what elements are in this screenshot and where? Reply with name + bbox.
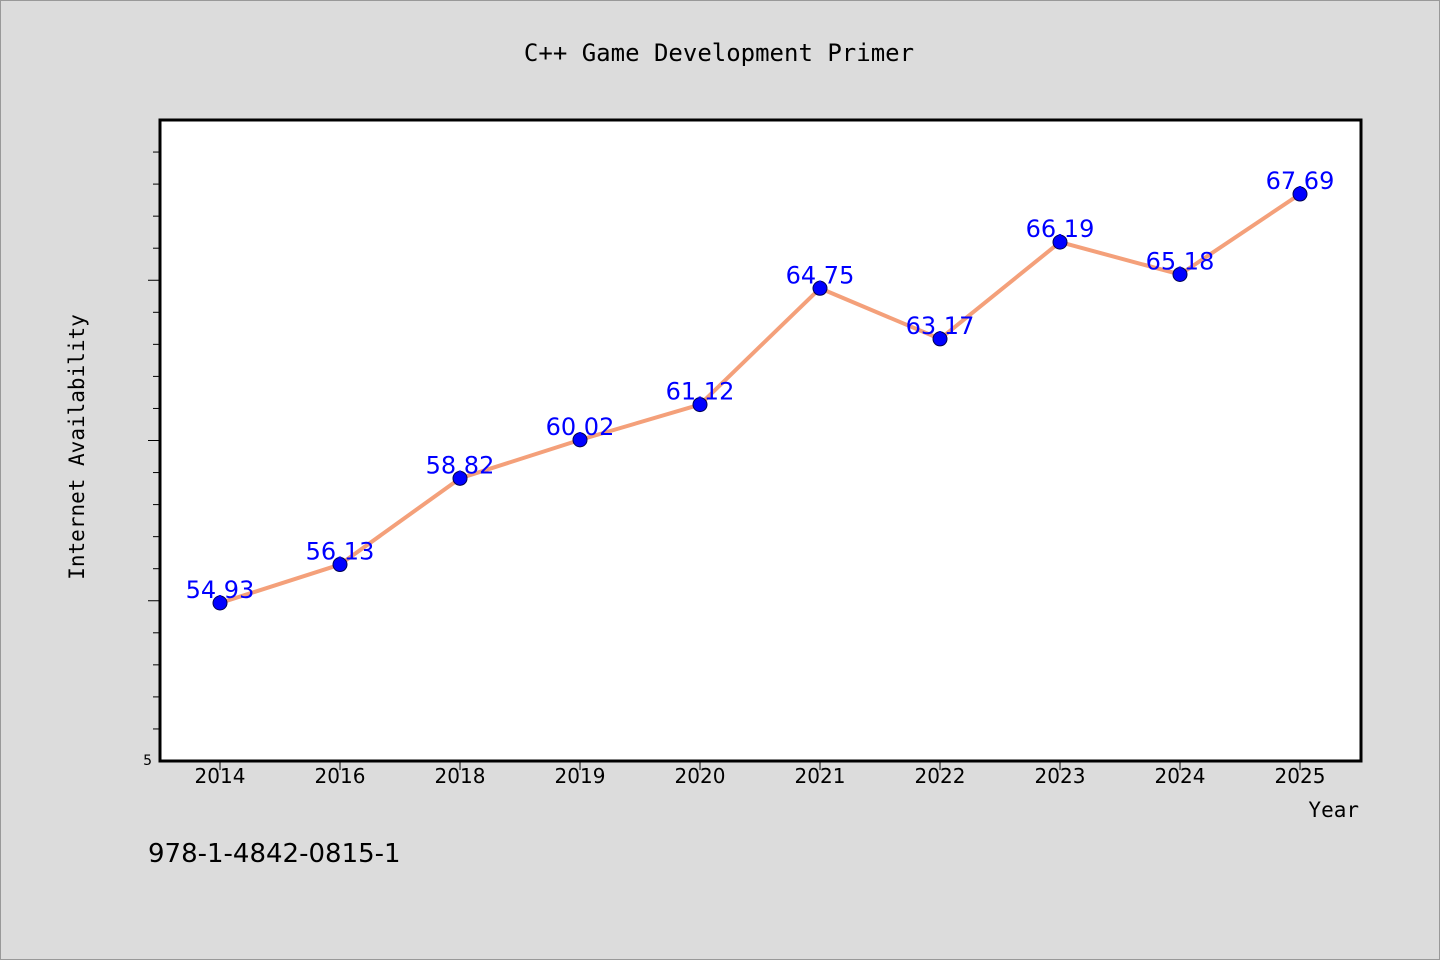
- data-point: [212, 595, 228, 611]
- data-point: [332, 557, 348, 573]
- y-tick-label: 5: [143, 753, 152, 769]
- x-tick-label: 2020: [675, 764, 726, 788]
- data-label: 67.69: [1266, 167, 1335, 195]
- data-point: [452, 470, 468, 486]
- x-tick-label: 2019: [555, 764, 606, 788]
- data-label: 54.93: [186, 576, 255, 604]
- data-point: [692, 397, 708, 413]
- x-tick-label: 2021: [795, 764, 846, 788]
- y-axis-ticks: [148, 151, 160, 730]
- data-label: 65.18: [1146, 247, 1215, 275]
- x-tick-label: 2022: [915, 764, 966, 788]
- x-tick-label: 2016: [315, 764, 366, 788]
- data-point: [932, 331, 948, 347]
- x-tick-label: 2025: [1275, 764, 1326, 788]
- x-tick-label: 2014: [195, 764, 246, 788]
- series-line: [219, 192, 1302, 605]
- data-labels-group: 54.93 56.13 58.82 60.02 61.12 64.75 63.17 66.19…: [186, 167, 1335, 604]
- chart-title: C++ Game Development Primer: [524, 39, 914, 67]
- x-axis-ticks: 2014 2016 2018 2019 2020 2021 2022 2023 2024 2025: [195, 761, 1326, 788]
- y-axis-label: Internet Availability: [65, 314, 89, 580]
- series-group: [212, 186, 1308, 611]
- data-label: 61.12: [666, 378, 735, 406]
- plot-area: [158, 118, 1363, 763]
- data-label: 58.82: [426, 451, 495, 479]
- data-point: [1172, 266, 1188, 282]
- data-point: [812, 280, 828, 296]
- x-tick-label: 2023: [1035, 764, 1086, 788]
- data-label: 64.75: [786, 261, 855, 289]
- isbn-label: 978-1-4842-0815-1: [148, 839, 401, 869]
- data-label: 56.13: [306, 538, 375, 566]
- x-axis-label: Year: [1308, 798, 1359, 822]
- x-tick-label: 2018: [435, 764, 486, 788]
- data-point: [1292, 186, 1308, 202]
- data-point: [1052, 234, 1068, 250]
- data-point: [572, 432, 588, 448]
- data-label: 60.02: [546, 413, 615, 441]
- x-tick-label: 2024: [1155, 764, 1206, 788]
- data-label: 63.17: [906, 312, 975, 340]
- data-label: 66.19: [1026, 215, 1095, 243]
